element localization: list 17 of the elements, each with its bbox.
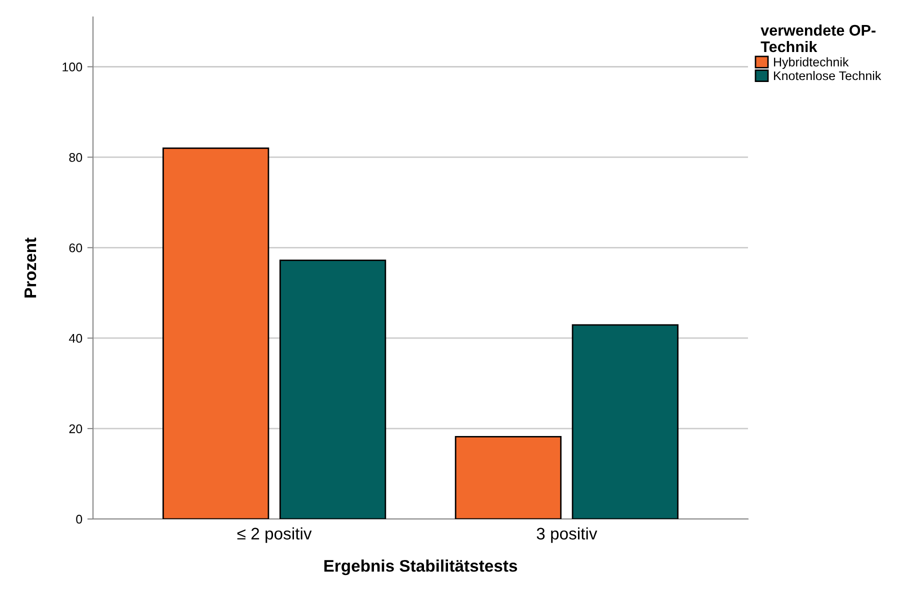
bar [279,260,386,519]
y-tick-label: 20 [69,424,82,434]
x-tick-label: ≤ 2 positiv [237,527,312,543]
y-tick-label: 80 [69,153,82,162]
x-tick-label: 3 positiv [536,527,598,543]
y-tick-label: 40 [68,334,82,343]
bar [454,436,562,519]
y-tick-label: 0 [76,514,82,524]
legend-title: verwendete OP- Technik [760,24,876,52]
y-tick-label: 100 [62,62,82,72]
x-axis-title: Ergebnis Stabilitätstests [324,560,518,576]
y-tick-label: 60 [69,243,82,252]
legend-label: Hybridtechnik [774,57,849,69]
legend-label: Knotenlose Technik [774,70,882,80]
bar [572,324,679,519]
bar [162,147,270,519]
y-axis-title: Prozent [24,238,36,298]
